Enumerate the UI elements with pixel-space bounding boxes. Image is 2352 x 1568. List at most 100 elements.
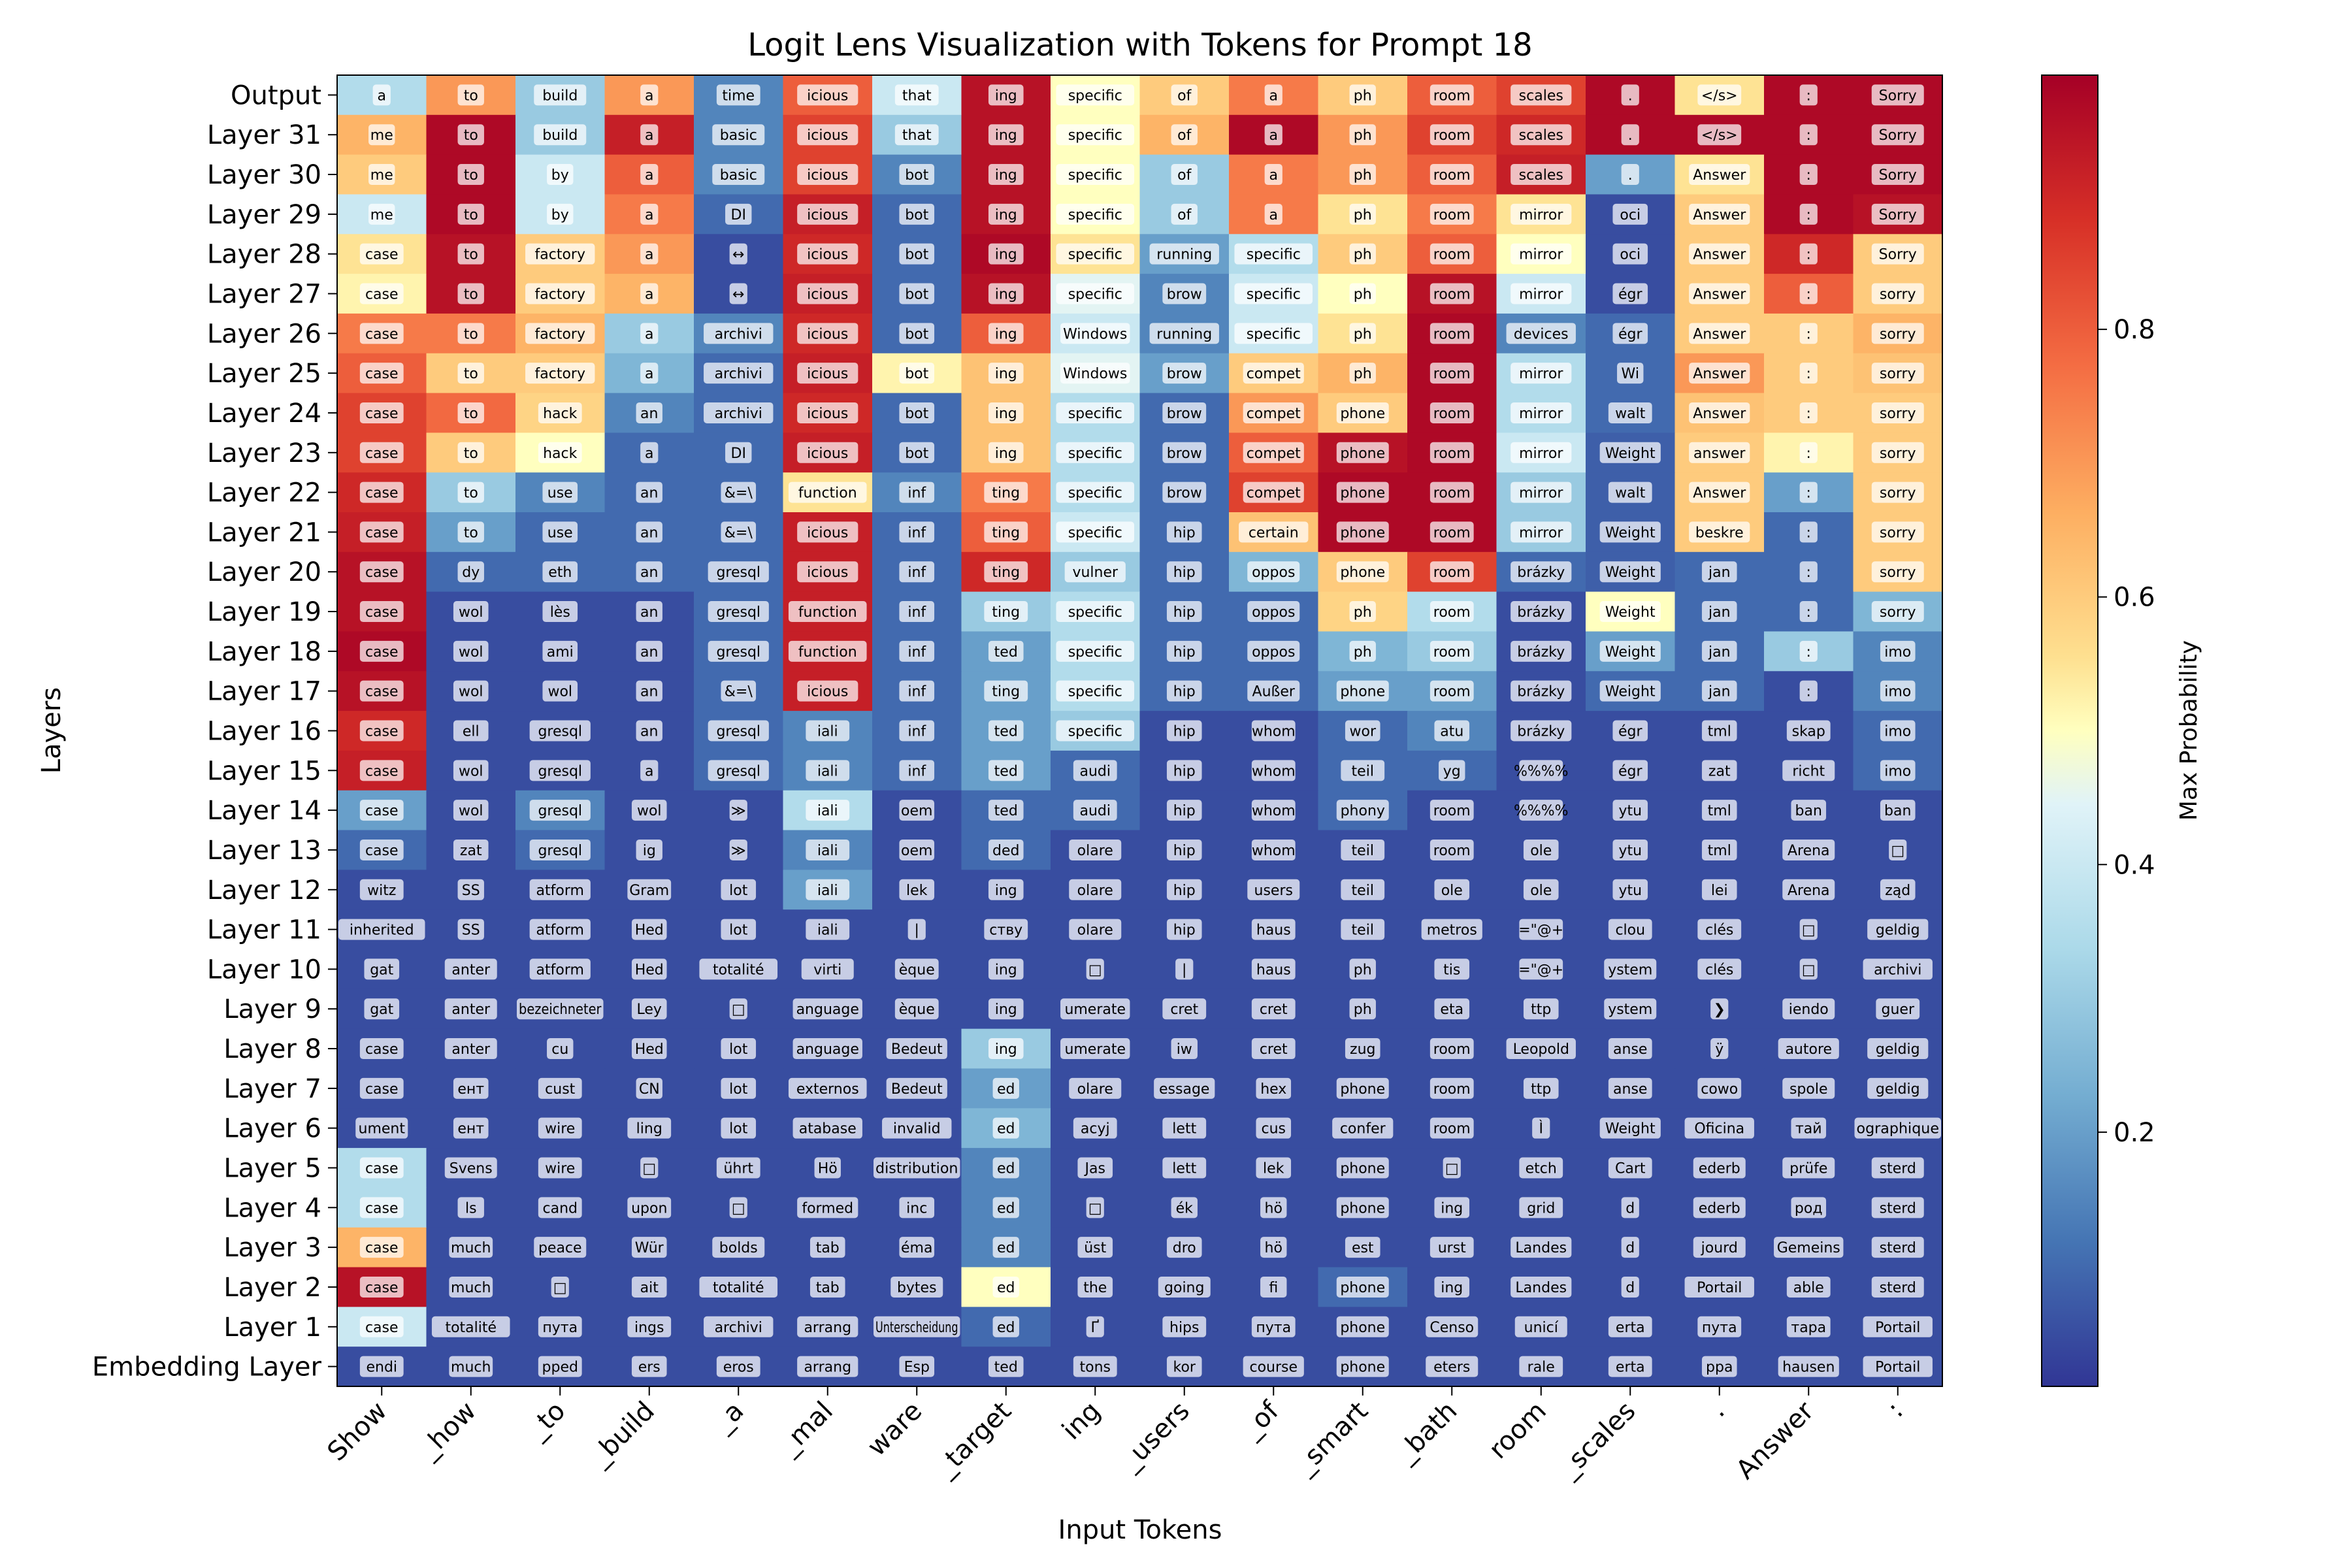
cell-token-label: use bbox=[542, 482, 578, 503]
cell-token-label: to bbox=[457, 521, 484, 543]
cell-token-text: phone bbox=[1340, 446, 1385, 462]
cell-token-box bbox=[899, 323, 935, 344]
cell-token-box bbox=[1243, 363, 1304, 384]
cell-token-text: oppos bbox=[1252, 644, 1295, 661]
cell-token-box bbox=[1871, 482, 1924, 503]
cell-token-label: case bbox=[359, 283, 404, 304]
cell-token-text: specific bbox=[1068, 724, 1122, 740]
cell-token-text: wol bbox=[459, 604, 483, 621]
cell-token-box bbox=[359, 243, 404, 265]
cell-token-text: </s> bbox=[1701, 127, 1738, 144]
cell-token-text: cust bbox=[545, 1081, 576, 1098]
cell-token-text: icious bbox=[807, 127, 848, 144]
cell-token-box bbox=[1511, 124, 1572, 146]
cell-token-box bbox=[704, 402, 774, 423]
cell-token-box bbox=[457, 124, 484, 146]
cell-token-box bbox=[1056, 84, 1135, 106]
cell-token-label: : bbox=[1799, 402, 1818, 423]
cell-token-box bbox=[797, 402, 858, 423]
cell-token-text: bot bbox=[905, 326, 928, 342]
cell-token-label: ing bbox=[988, 84, 1024, 106]
cell-token-box bbox=[1871, 601, 1924, 623]
cell-token-label: Weight bbox=[1599, 1117, 1661, 1139]
cell-token-box bbox=[712, 124, 765, 146]
cell-token-text: ig bbox=[643, 843, 656, 859]
cell-token-label: bot bbox=[899, 402, 935, 423]
cell-token-text: room bbox=[1433, 1041, 1471, 1058]
cell-token-label: gat bbox=[364, 998, 400, 1020]
cell-token-text: unicí bbox=[1524, 1320, 1559, 1336]
cell-token-text: acyj bbox=[1081, 1121, 1110, 1137]
y-tick-label: Layer 28 bbox=[207, 240, 321, 270]
cell-token-text: Hed bbox=[635, 962, 664, 978]
cell-token-text: imo bbox=[1884, 644, 1911, 661]
y-tick-label: Layer 22 bbox=[207, 478, 321, 508]
cell-token-text: ❯ bbox=[1714, 1002, 1725, 1018]
cell-token-box bbox=[1880, 760, 1916, 781]
cell-token-text: erta bbox=[1616, 1360, 1645, 1376]
cell-token-text: brázky bbox=[1517, 604, 1565, 621]
y-tick-label: Layer 18 bbox=[207, 637, 321, 667]
y-tick-label: Layer 23 bbox=[207, 438, 321, 468]
cell-token-label: room bbox=[1429, 243, 1474, 265]
cell-token-box bbox=[708, 720, 769, 742]
cell-token-text: sorry bbox=[1880, 525, 1916, 541]
cell-token-label: case bbox=[359, 839, 404, 860]
y-tick-label: Layer 8 bbox=[223, 1034, 321, 1064]
cell-token-text: : bbox=[1806, 247, 1811, 263]
cell-token-box bbox=[1336, 561, 1389, 583]
cell-token-text: room bbox=[1433, 366, 1471, 382]
cell-token-text: ait bbox=[640, 1280, 659, 1296]
cell-token-text: tml bbox=[1708, 843, 1731, 859]
cell-token-text: to bbox=[464, 88, 478, 104]
cell-token-label: brow bbox=[1162, 442, 1207, 463]
cell-token-box bbox=[1349, 243, 1376, 265]
cell-token-text: ederb bbox=[1699, 1200, 1740, 1217]
cell-token-text: mirror bbox=[1519, 287, 1563, 303]
cell-token-text: room bbox=[1433, 644, 1471, 661]
cell-token-text: peace bbox=[538, 1240, 582, 1256]
cell-token-label: bot bbox=[899, 243, 935, 265]
cell-token-box bbox=[529, 800, 591, 821]
cell-token-label: ting bbox=[984, 680, 1028, 702]
cell-token-label: ytu bbox=[1612, 839, 1648, 860]
cell-token-label: specific bbox=[1056, 482, 1135, 503]
cell-token-label: case bbox=[359, 402, 404, 423]
cell-token-label: gresql bbox=[529, 800, 591, 821]
cell-token-label: specific bbox=[1234, 283, 1313, 304]
cell-token-label: ührt bbox=[716, 1157, 760, 1179]
cell-token-label: inherited bbox=[338, 919, 425, 940]
cell-token-text: much bbox=[451, 1360, 491, 1376]
cell-token-box bbox=[1511, 84, 1572, 106]
cell-token-label: &=\ bbox=[721, 521, 757, 543]
cell-token-text: brázky bbox=[1517, 564, 1565, 581]
cell-token-label: acyj bbox=[1073, 1117, 1117, 1139]
cell-token-label: to bbox=[457, 283, 484, 304]
cell-token-text: jan bbox=[1708, 564, 1731, 581]
cell-token-label: teil bbox=[1341, 839, 1385, 860]
cell-token-text: specific bbox=[1068, 207, 1122, 223]
cell-token-text: hip bbox=[1173, 684, 1196, 700]
cell-token-box bbox=[359, 760, 404, 781]
cell-token-label: : bbox=[1799, 203, 1818, 225]
cell-token-label: ted bbox=[988, 800, 1024, 821]
cell-token-text: course bbox=[1249, 1360, 1298, 1376]
cell-token-box bbox=[988, 363, 1024, 384]
cell-token-label: wor bbox=[1345, 720, 1380, 742]
cell-token-label: archivi bbox=[704, 402, 774, 423]
cell-token-text: room bbox=[1433, 207, 1471, 223]
cell-token-label: externos bbox=[788, 1077, 867, 1099]
cell-token-label: specific bbox=[1056, 521, 1135, 543]
cell-token-text: mirror bbox=[1519, 485, 1563, 502]
cell-token-label: d bbox=[1621, 1197, 1639, 1218]
cell-token-text: of bbox=[1177, 207, 1192, 223]
cell-token-text: CN bbox=[639, 1081, 660, 1098]
cell-token-label: icious bbox=[797, 283, 858, 304]
cell-token-label: ↔ bbox=[729, 283, 747, 304]
cell-token-text: icious bbox=[807, 88, 848, 104]
cell-token-box bbox=[1799, 203, 1818, 225]
cell-token-text: much bbox=[451, 1280, 491, 1296]
cell-token-text: brázky bbox=[1517, 644, 1565, 661]
cell-token-box bbox=[1056, 482, 1135, 503]
cell-token-text: ing bbox=[1441, 1200, 1463, 1217]
